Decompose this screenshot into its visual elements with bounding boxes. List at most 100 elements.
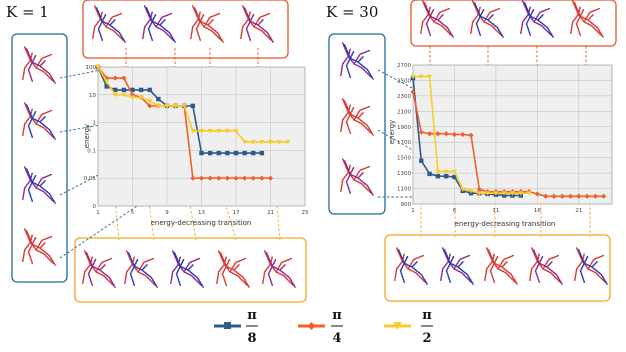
data-point-pi8 xyxy=(435,174,441,179)
data-point-pi4 xyxy=(104,75,110,81)
chart-k30: 2700250023002100190017001500130011009001… xyxy=(388,63,613,228)
data-point-pi4 xyxy=(468,132,474,138)
connector-line xyxy=(59,111,176,133)
pose-stroke xyxy=(240,5,272,41)
data-point-pi2 xyxy=(285,140,291,145)
data-point-pi2 xyxy=(250,140,256,145)
data-point-pi2 xyxy=(242,140,248,145)
pose-stroke xyxy=(92,5,124,41)
pose-stroke xyxy=(520,0,552,36)
data-point-pi4 xyxy=(267,175,274,181)
grid xyxy=(412,64,612,205)
data-point-pi2 xyxy=(259,140,265,145)
pose-figure-icon xyxy=(22,46,56,84)
data-point-pi4 xyxy=(451,131,458,138)
data-point-pi4 xyxy=(259,175,265,181)
data-point-pi2 xyxy=(518,191,524,196)
pose-stroke xyxy=(22,46,54,82)
right-blue-panel xyxy=(328,33,386,215)
pose-figure-icon xyxy=(340,158,374,196)
pose-stroke xyxy=(22,102,54,138)
pose-figure-icon xyxy=(262,250,296,288)
series-lines xyxy=(95,64,291,181)
data-point-pi4 xyxy=(250,175,256,181)
pose-thumbnails xyxy=(22,0,608,288)
data-point-pi2 xyxy=(224,128,230,134)
left-orange-panel xyxy=(74,237,307,303)
x-tick-label: 5 xyxy=(131,210,135,216)
y-axis-label: energy xyxy=(388,120,396,144)
x-tick-label: 21 xyxy=(267,210,274,216)
pose-stroke xyxy=(340,42,372,78)
pose-stroke xyxy=(173,252,204,288)
data-point-pi2 xyxy=(181,103,187,109)
data-point-pi4 xyxy=(242,175,248,181)
data-point-pi2 xyxy=(207,128,213,134)
data-point-pi8 xyxy=(147,87,152,93)
data-point-pi8 xyxy=(233,150,239,156)
y-axis-label: energy xyxy=(83,124,91,148)
data-point-pi8 xyxy=(190,103,196,109)
data-point-pi4 xyxy=(601,193,607,199)
pose-stroke xyxy=(343,100,374,136)
pose-stroke xyxy=(423,2,454,38)
y-tick-label: 1300 xyxy=(397,171,411,177)
data-point-pi8 xyxy=(251,150,256,156)
pose-stroke xyxy=(22,228,54,264)
data-point-pi8 xyxy=(427,171,432,177)
data-point-pi2 xyxy=(190,128,196,134)
pose-stroke xyxy=(340,98,372,134)
data-point-pi4 xyxy=(207,175,213,181)
y-tick-label: 1900 xyxy=(397,125,411,131)
y-tick-label: 1 xyxy=(93,121,97,127)
data-point-pi2 xyxy=(138,95,144,101)
pose-figure-icon xyxy=(22,102,56,140)
data-point-pi2 xyxy=(476,191,482,196)
data-point-pi2 xyxy=(95,65,101,70)
legend-item-pi8: π 8 xyxy=(214,308,258,346)
pose-stroke xyxy=(25,168,56,204)
data-point-pi2 xyxy=(216,128,222,134)
pose-stroke xyxy=(397,249,428,285)
data-point-pi4 xyxy=(418,129,424,135)
data-point-pi4 xyxy=(224,175,230,181)
x-tick-label: 16 xyxy=(534,208,541,214)
data-point-pi4 xyxy=(233,175,239,181)
pose-stroke xyxy=(127,252,158,288)
x-axis-label: energy-decreasing transition xyxy=(151,219,252,227)
pose-stroke xyxy=(473,2,504,38)
data-point-pi2 xyxy=(267,140,274,145)
pose-stroke xyxy=(443,249,474,285)
data-point-pi2 xyxy=(509,191,516,196)
pose-stroke xyxy=(265,252,296,288)
pose-figure-icon xyxy=(216,250,250,288)
pose-figure-icon xyxy=(484,247,518,285)
connector-line xyxy=(101,69,120,241)
series-lines xyxy=(410,74,607,199)
pose-stroke xyxy=(577,249,608,285)
pose-figure-icon xyxy=(340,42,374,80)
data-point-pi2 xyxy=(173,103,179,109)
data-point-pi8 xyxy=(207,150,213,156)
pose-stroke xyxy=(219,252,250,288)
pose-stroke xyxy=(262,250,294,286)
pose-stroke xyxy=(25,48,56,84)
data-point-pi4 xyxy=(147,103,153,109)
y-tick-label: 2700 xyxy=(397,63,411,69)
left-blue-panel xyxy=(11,33,68,283)
pose-figure-icon xyxy=(520,0,554,38)
pose-stroke xyxy=(523,2,554,38)
y-tick-label: 0 xyxy=(93,204,97,210)
data-point-pi2 xyxy=(121,92,127,98)
y-tick-label: 2100 xyxy=(397,109,411,115)
y-tick-label: 0.1 xyxy=(87,148,96,154)
data-point-pi2 xyxy=(460,187,466,192)
data-point-pi2 xyxy=(501,191,507,196)
data-point-pi4 xyxy=(426,131,433,137)
legend-item-pi4: π 4 xyxy=(298,308,343,346)
data-point-pi4 xyxy=(584,193,590,199)
x-tick-label: 13 xyxy=(198,210,205,216)
data-point-pi2 xyxy=(104,79,110,85)
pose-figure-icon xyxy=(570,0,604,38)
